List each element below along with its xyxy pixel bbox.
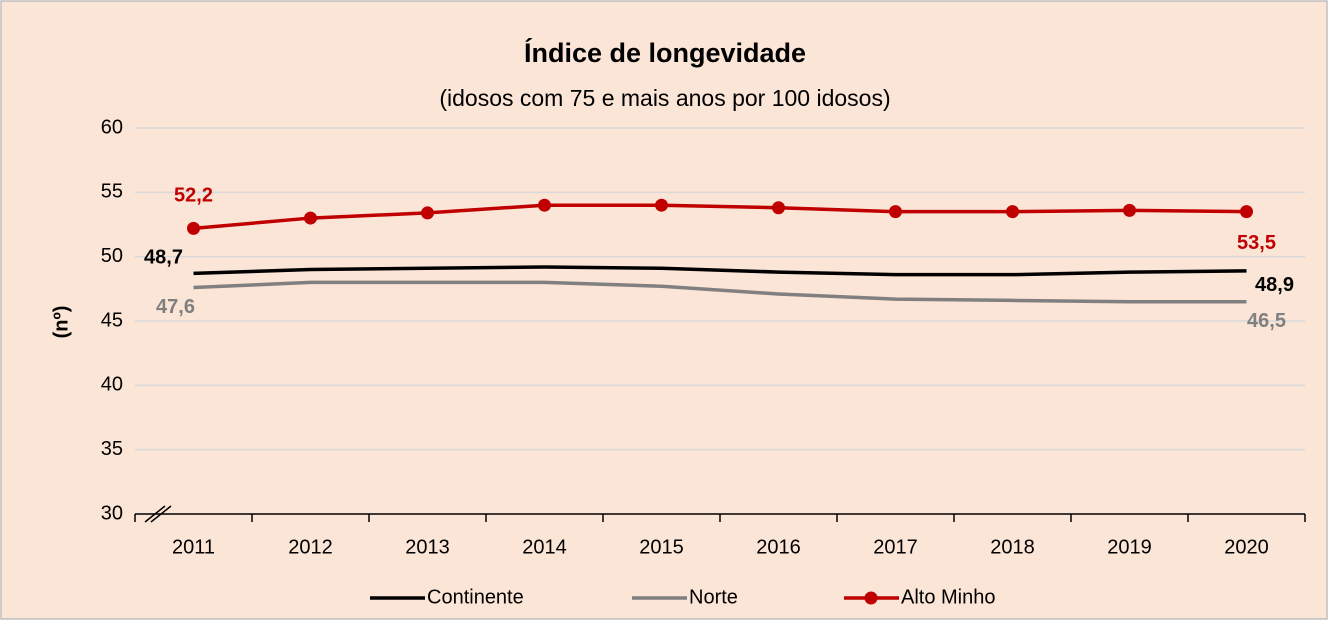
x-tick-label: 2012 [288, 536, 333, 558]
y-tick-label: 45 [101, 309, 123, 331]
x-tick-label: 2018 [990, 536, 1035, 558]
legend-label: Norte [689, 586, 738, 608]
series-marker [1240, 205, 1253, 219]
y-tick-label: 30 [101, 502, 123, 524]
series-marker [1006, 205, 1019, 219]
series-marker [1123, 203, 1136, 217]
series-marker [538, 198, 551, 212]
x-tick-label: 2020 [1224, 536, 1269, 558]
legend-label: Continente [427, 586, 524, 608]
series-marker [421, 206, 434, 220]
x-tick-label: 2015 [639, 536, 684, 558]
axis-break [144, 505, 172, 523]
legend-marker [864, 591, 878, 605]
series-marker [304, 211, 317, 225]
series-line [193, 280, 1247, 304]
y-tick-label: 35 [101, 438, 123, 460]
series-marker [655, 198, 668, 212]
chart-title: Índice de longevidade [524, 37, 806, 68]
series-line [193, 265, 1247, 277]
y-tick-label: 55 [101, 181, 123, 203]
x-tick-label: 2014 [522, 536, 567, 558]
x-tick-label: 2019 [1107, 536, 1152, 558]
data-label: 48,7 [144, 247, 183, 269]
legend-label: Alto Minho [901, 586, 996, 608]
data-label: 46,5 [1247, 310, 1286, 332]
x-tick-label: 2017 [873, 536, 918, 558]
data-label: 52,2 [174, 185, 213, 207]
y-tick-label: 60 [101, 116, 123, 138]
x-tick-label: 2016 [756, 536, 801, 558]
series-marker [187, 221, 200, 235]
y-axis-label: (nº) [50, 306, 72, 339]
series-marker [772, 201, 785, 215]
y-tick-label: 40 [101, 374, 123, 396]
data-label: 53,5 [1237, 232, 1276, 254]
series-marker [889, 205, 902, 219]
y-tick-label: 50 [101, 245, 123, 267]
x-tick-label: 2013 [405, 536, 450, 558]
x-tick-label: 2011 [172, 536, 215, 558]
series-line [193, 203, 1247, 231]
chart-subtitle: (idosos com 75 e mais anos por 100 idoso… [439, 85, 890, 111]
data-label: 47,6 [156, 296, 195, 318]
data-label: 48,9 [1255, 274, 1294, 296]
